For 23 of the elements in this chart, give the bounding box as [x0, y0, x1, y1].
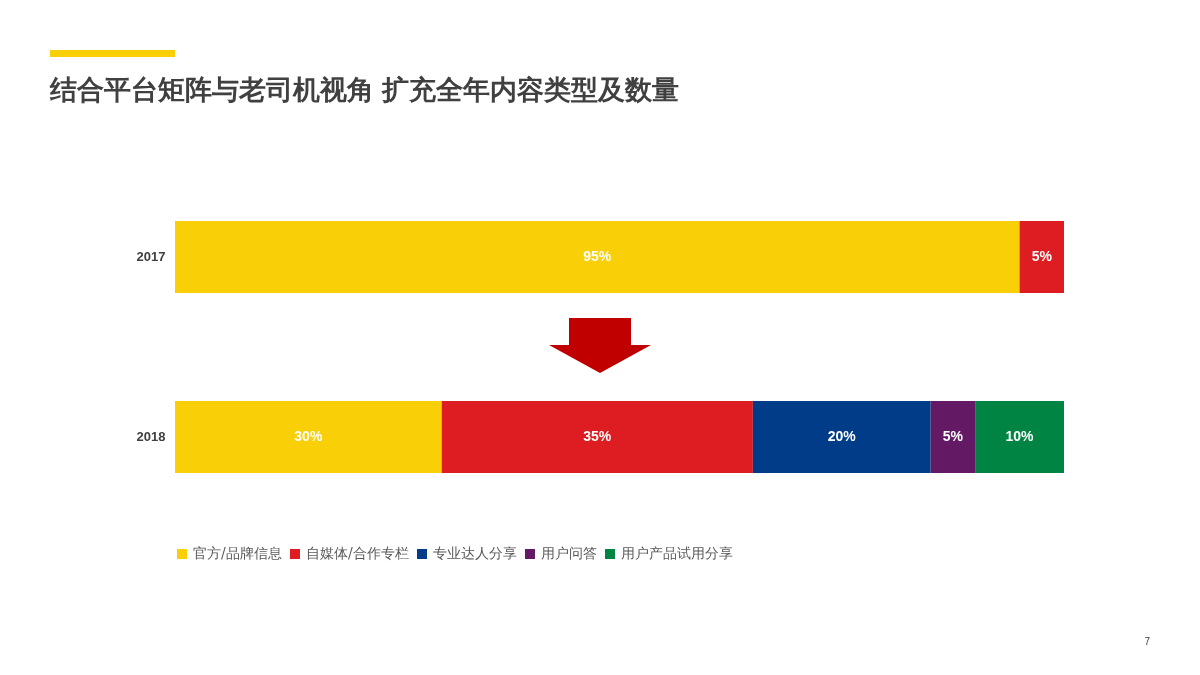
legend-label: 用户问答 [541, 545, 597, 561]
data-label: 95% [583, 248, 612, 264]
data-label: 30% [294, 428, 323, 444]
bar [752, 401, 931, 473]
legend-label: 专业达人分享 [433, 545, 517, 561]
legend-label: 用户产品试用分享 [621, 545, 733, 561]
legend-label: 官方/品牌信息 [193, 545, 282, 561]
chart-title: 结合平台矩阵与老司机视角 扩充全年内容类型及数量 [50, 74, 679, 107]
data-label: 10% [1005, 428, 1035, 444]
bar [930, 401, 976, 473]
text: 7 [1144, 636, 1150, 647]
bar [975, 401, 1064, 473]
bar [175, 221, 1020, 293]
data-label: 5% [1031, 248, 1053, 264]
bar [1019, 221, 1064, 293]
data-label: 20% [827, 428, 857, 444]
data-label: 35% [583, 428, 612, 444]
y-tick-label: 2017 [136, 249, 166, 264]
bar [175, 401, 442, 473]
bar [441, 401, 753, 473]
data-label: 5% [942, 428, 964, 444]
y-tick-label: 2018 [136, 429, 166, 444]
legend-label: 自媒体/合作专栏 [306, 545, 409, 561]
